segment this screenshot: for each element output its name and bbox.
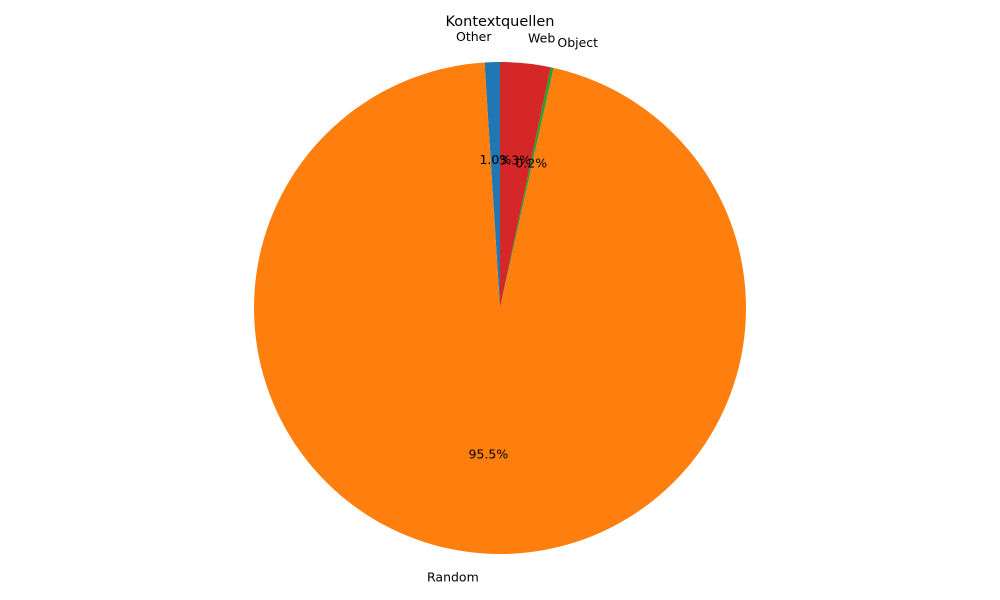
pie-slice-web — [500, 62, 551, 308]
slice-percent-random: 95.5% — [469, 447, 509, 462]
pie-slice-random — [253, 62, 746, 554]
pie-percent-labels: 1.0% 95.5% 0.2%3.3% — [469, 152, 548, 462]
pie-slice-object — [500, 67, 554, 308]
pie-slice-other — [484, 62, 500, 308]
slice-label-web: Web — [528, 30, 555, 45]
slice-percent-web: 3.3% — [499, 153, 531, 168]
chart-title: Kontextquellen — [446, 14, 555, 30]
slice-percent-object: 0.2% — [515, 155, 547, 170]
slice-label-random: Random — [427, 569, 479, 584]
slice-label-object: Object — [557, 35, 598, 50]
slice-label-other: Other — [456, 29, 492, 44]
slice-percent-other: 1.0% — [479, 152, 511, 167]
pie-slices — [253, 62, 746, 554]
